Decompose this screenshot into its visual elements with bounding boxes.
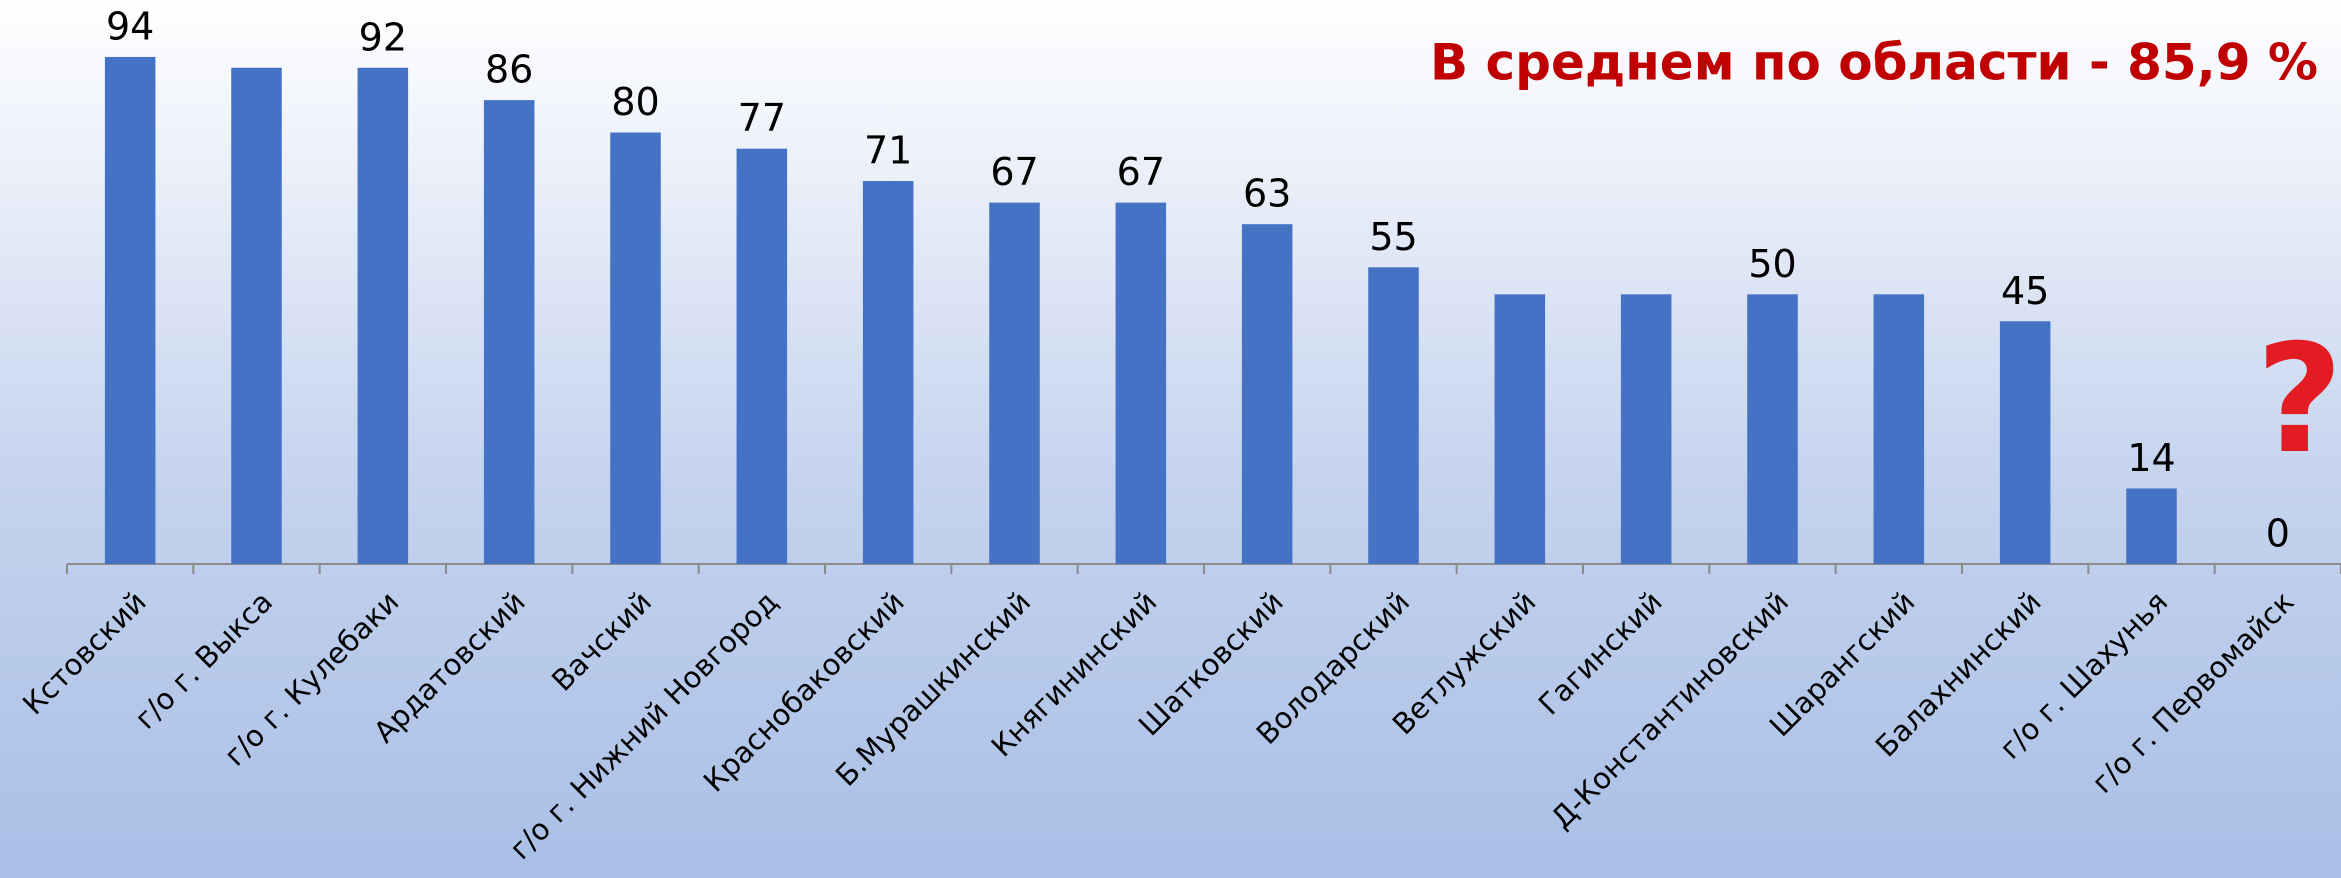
- bar: [231, 67, 282, 564]
- bar: [1620, 294, 1672, 564]
- data-label: 55: [1369, 215, 1417, 259]
- bar: [862, 181, 914, 564]
- bar: [104, 56, 156, 565]
- bar: [357, 67, 409, 564]
- bar: [736, 148, 788, 565]
- bar: [483, 100, 535, 564]
- data-label: 67: [1117, 150, 1165, 194]
- data-label: 71: [864, 129, 912, 173]
- data-label: 86: [485, 48, 533, 92]
- data-label: 92: [359, 15, 407, 59]
- bar: [989, 202, 1040, 565]
- data-label: 94: [106, 4, 154, 48]
- bar: [1747, 294, 1798, 564]
- bar: [1999, 321, 2051, 564]
- bar: [1115, 202, 1167, 565]
- bar: [1241, 224, 1293, 565]
- data-label: 14: [2127, 436, 2175, 480]
- bar: [1494, 294, 1546, 564]
- bar: [610, 132, 661, 565]
- data-label: 67: [990, 150, 1038, 194]
- bar: [1873, 294, 1925, 564]
- average-note: В среднем по области - 85,9 %: [1430, 34, 2318, 92]
- data-label: 0: [2266, 512, 2290, 556]
- bar: [2126, 488, 2177, 564]
- bar: [1368, 267, 1419, 564]
- data-label: 63: [1243, 172, 1291, 216]
- data-label: 50: [1748, 242, 1796, 286]
- data-label: 80: [611, 80, 659, 124]
- data-label: 45: [2001, 269, 2049, 313]
- data-label: 77: [738, 96, 786, 140]
- question-mark: ?: [2256, 313, 2341, 487]
